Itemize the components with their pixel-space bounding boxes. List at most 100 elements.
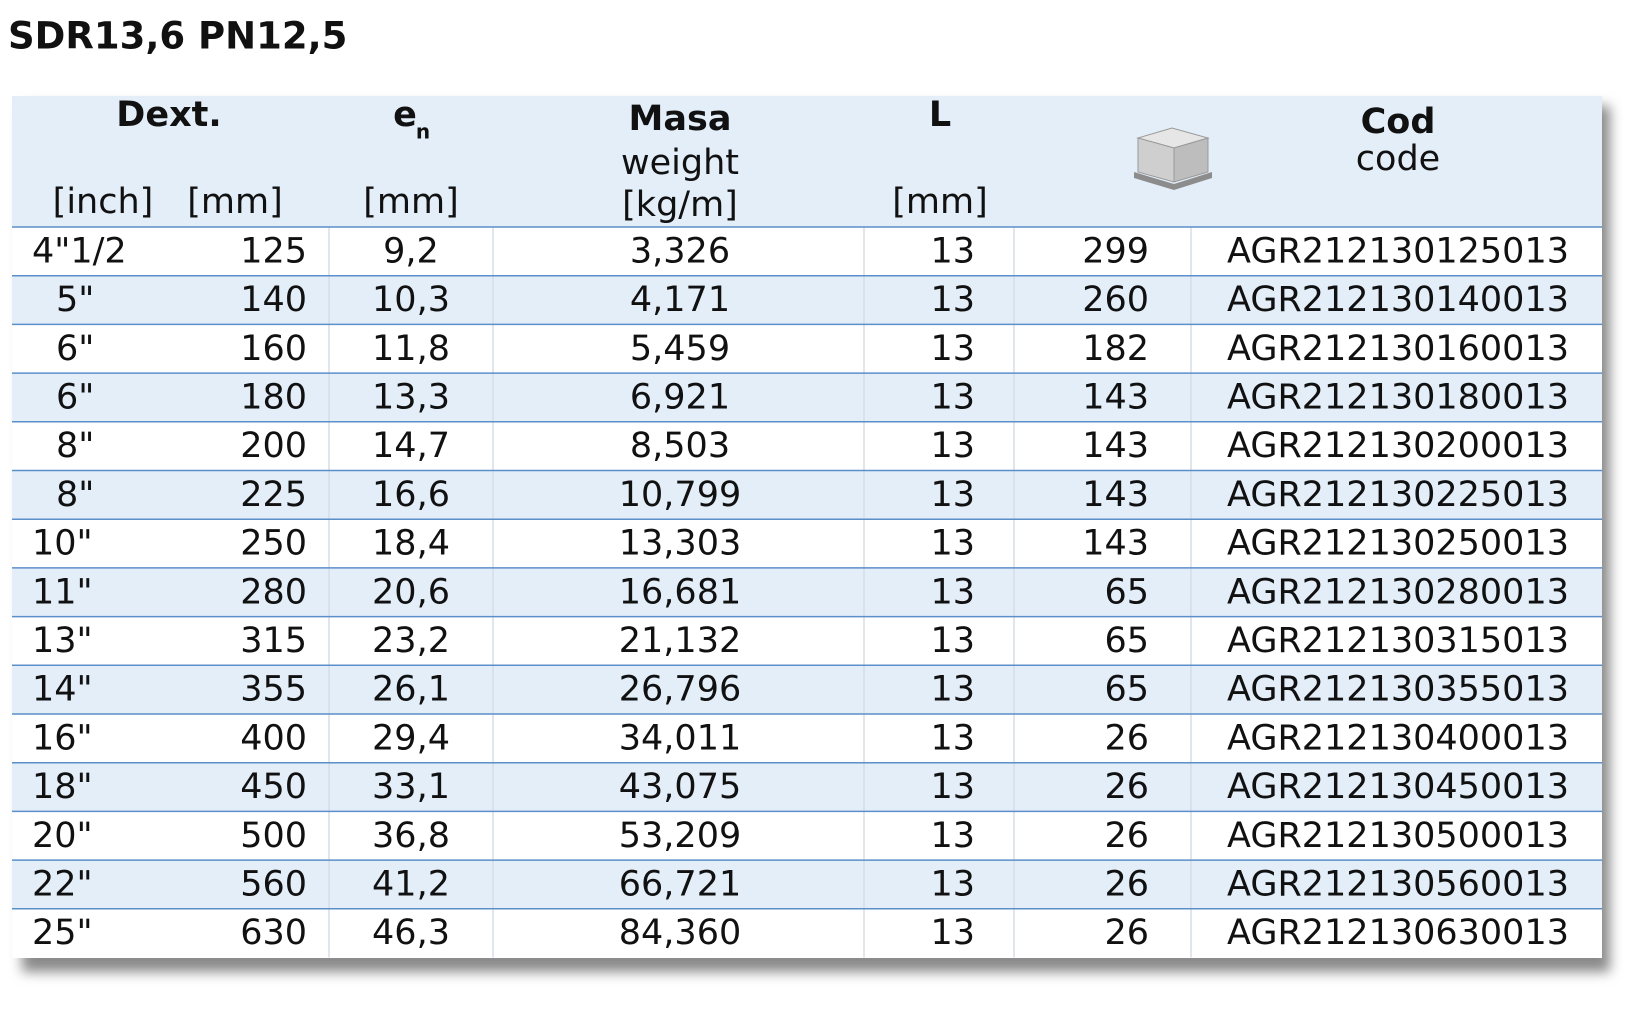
cell: 160 xyxy=(240,329,307,369)
pallet-icon xyxy=(1134,127,1212,190)
cell: 26 xyxy=(1104,767,1149,807)
cell: 5,459 xyxy=(630,329,730,369)
cell: 13 xyxy=(930,621,975,661)
cell: 66,721 xyxy=(619,864,741,904)
cell: 13,3 xyxy=(372,377,450,417)
cell: 18,4 xyxy=(372,524,450,564)
cell: 143 xyxy=(1082,377,1149,417)
table-bg xyxy=(12,96,1602,958)
cell: 18" xyxy=(32,767,93,807)
header-label: Dext. xyxy=(116,95,221,135)
cell: 41,2 xyxy=(372,864,450,904)
cell: AGR212130450013 xyxy=(1227,767,1569,807)
cell: 10,3 xyxy=(372,280,450,320)
cell: 560 xyxy=(240,864,307,904)
cell: 16,681 xyxy=(619,572,741,612)
cell: 29,4 xyxy=(372,718,450,758)
cell: 34,011 xyxy=(619,718,741,758)
cell: 65 xyxy=(1104,621,1149,661)
cell: 13 xyxy=(930,767,975,807)
header-label: e xyxy=(393,95,417,135)
cell: 26 xyxy=(1104,864,1149,904)
cell: 13 xyxy=(930,913,975,953)
cell: 20,6 xyxy=(372,572,450,612)
header-label: weight xyxy=(621,143,739,183)
cell: 25" xyxy=(32,913,93,953)
cell: AGR212130630013 xyxy=(1227,913,1569,953)
cell: AGR212130180013 xyxy=(1227,377,1569,417)
row-bg xyxy=(12,275,1602,325)
cell: 13 xyxy=(930,231,975,271)
header-label: Cod xyxy=(1361,102,1436,142)
cell: 13 xyxy=(930,670,975,710)
cell: 13 xyxy=(930,329,975,369)
cell: 26 xyxy=(1104,718,1149,758)
cell: AGR212130225013 xyxy=(1227,475,1569,515)
cell: 13 xyxy=(930,718,975,758)
header: Dext. [inch] [mm] e n [mm] Masa weight [… xyxy=(53,95,1441,225)
cell: 4,171 xyxy=(630,280,730,320)
cell: 65 xyxy=(1104,670,1149,710)
cell: 250 xyxy=(240,524,307,564)
cell: AGR212130160013 xyxy=(1227,329,1569,369)
cell: 26 xyxy=(1104,913,1149,953)
cell: AGR212130400013 xyxy=(1227,718,1569,758)
cell: 315 xyxy=(240,621,307,661)
header-bg xyxy=(12,96,1602,227)
header-label: Masa xyxy=(629,99,732,139)
cell: 225 xyxy=(240,475,307,515)
cell: AGR212130200013 xyxy=(1227,426,1569,466)
cell: AGR212130125013 xyxy=(1227,231,1569,271)
cell: 125 xyxy=(240,231,307,271)
cell: 280 xyxy=(240,572,307,612)
header-label: n xyxy=(416,120,430,144)
cell: 46,3 xyxy=(372,913,450,953)
header-label: [mm] xyxy=(187,182,283,222)
cell: AGR212130280013 xyxy=(1227,572,1569,612)
cell: 500 xyxy=(240,816,307,856)
cell: 65 xyxy=(1104,572,1149,612)
cell: 180 xyxy=(240,377,307,417)
cell: 14" xyxy=(32,670,93,710)
row-bg xyxy=(12,762,1602,812)
cell: AGR212130315013 xyxy=(1227,621,1569,661)
cell: 8" xyxy=(56,475,94,515)
cell: 3,326 xyxy=(630,231,730,271)
cell: 143 xyxy=(1082,426,1149,466)
cell: 450 xyxy=(240,767,307,807)
title: SDR13,6 PN12,5 xyxy=(8,15,347,58)
cell: 260 xyxy=(1082,280,1149,320)
cell: 23,2 xyxy=(372,621,450,661)
cell: 11" xyxy=(32,572,93,612)
cell: AGR212130140013 xyxy=(1227,280,1569,320)
cell: 22" xyxy=(32,864,93,904)
cell: AGR212130250013 xyxy=(1227,524,1569,564)
cell: 400 xyxy=(240,718,307,758)
cell: 13 xyxy=(930,572,975,612)
table-body: 4"1/2 125 9,2 3,326 13 299 AGR212130125013 5" 14… xyxy=(12,226,1602,958)
cell: 26,796 xyxy=(619,670,741,710)
cell: 8" xyxy=(56,426,94,466)
cell: 13 xyxy=(930,864,975,904)
cell: 43,075 xyxy=(619,767,741,807)
cell: 6" xyxy=(56,377,94,417)
cell: 355 xyxy=(240,670,307,710)
cell: 13 xyxy=(930,280,975,320)
header-label: [kg/m] xyxy=(622,185,738,225)
cell: 36,8 xyxy=(372,816,450,856)
row-bg xyxy=(12,860,1602,909)
cell: 53,209 xyxy=(619,816,741,856)
cell: 6" xyxy=(56,329,94,369)
cell: 13 xyxy=(930,816,975,856)
cell: 16,6 xyxy=(372,475,450,515)
cell: 10" xyxy=(32,524,93,564)
cell: 11,8 xyxy=(372,329,450,369)
cell: 630 xyxy=(240,913,307,953)
cell: 182 xyxy=(1082,329,1149,369)
header-label: [inch] xyxy=(53,182,154,222)
cell: 8,503 xyxy=(630,426,730,466)
row-bg xyxy=(12,373,1602,422)
cell: 9,2 xyxy=(383,231,439,271)
row-bg xyxy=(12,567,1602,617)
